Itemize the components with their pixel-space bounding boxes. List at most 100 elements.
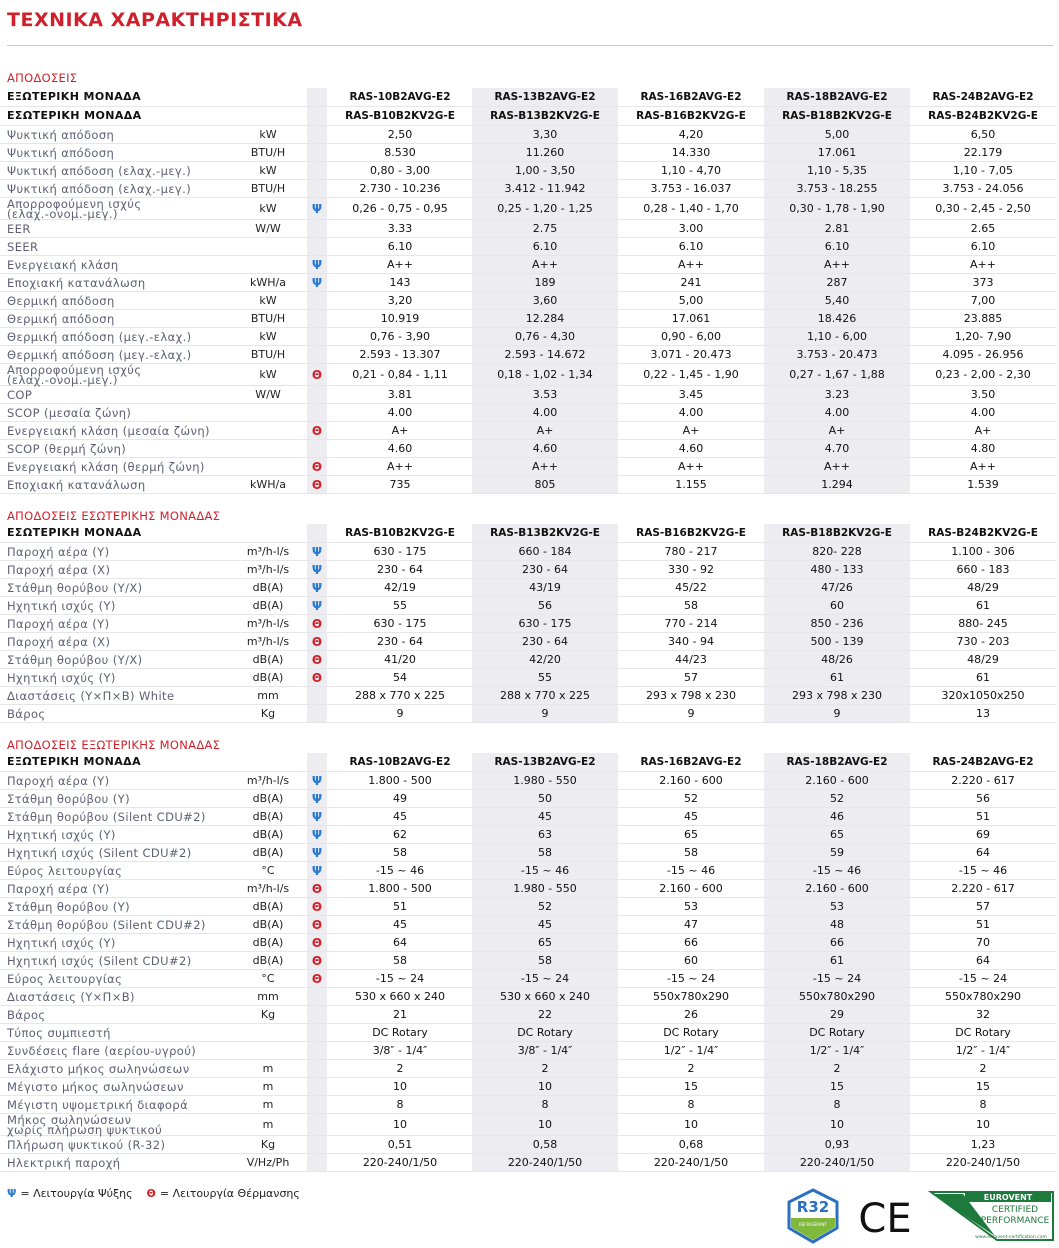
row-value: -15 ~ 24 — [375, 972, 425, 985]
row-label: Θερμική απόδοση — [7, 293, 115, 308]
row-value: 1/2″ - 1/4″ — [955, 1044, 1011, 1057]
row-value: 3.00 — [678, 222, 704, 235]
row-value: 12.284 — [472, 310, 618, 327]
row-value: 55 — [393, 599, 407, 612]
row-unit: m³/h-l/s — [246, 563, 290, 576]
row-value: 550x780x290 — [652, 990, 729, 1003]
eurovent-line1: CERTIFIED — [992, 1205, 1038, 1215]
row-value: 21 — [393, 1008, 407, 1021]
row-value: 45 — [393, 918, 407, 931]
row-label: ΕΣΩΤΕΡΙΚΗ ΜΟΝΑΔΑ — [7, 526, 142, 539]
row-value: 2 — [764, 1060, 910, 1077]
logos: R32 REFRIGERANT CE EUROVENT CERTIFIED PE… — [787, 1188, 1054, 1244]
row-value: 4.00 — [764, 404, 910, 421]
row-value: 2.160 - 600 — [659, 882, 723, 895]
row-unit: dB(A) — [252, 936, 284, 949]
row-value: 48/29 — [967, 581, 999, 594]
mode-icon — [307, 292, 327, 309]
data-row: Ηχητική ισχύς (Υ) dB(A) Ψ 62 63 65 65 69 — [0, 826, 1056, 844]
mode-icon: Θ — [307, 916, 327, 933]
row-value: 10.919 — [380, 312, 420, 325]
row-value: 880- 245 — [958, 617, 1008, 630]
mode-icon — [307, 440, 327, 457]
data-row: Θερμική απόδοση (μεγ.-ελαχ.) kW 0,76 - 3,9… — [0, 328, 1056, 346]
row-unit: m — [262, 1080, 274, 1093]
data-row: Παροχή αέρα (Υ) m³/h-l/s Ψ 1.800 - 500 1.980… — [0, 772, 1056, 790]
row-label: Τύπος συμπιεστή — [7, 1025, 111, 1040]
row-value: 63 — [472, 826, 618, 843]
row-value: 4.60 — [472, 440, 618, 457]
row-value: 61 — [764, 952, 910, 969]
row-value: 4.80 — [970, 442, 996, 455]
row-label: Θερμική απόδοση (μεγ.-ελαχ.) — [7, 347, 192, 362]
row-value: 0,22 - 1,45 - 1,90 — [643, 368, 739, 381]
row-unit: dB(A) — [252, 954, 284, 967]
row-value: -15 ~ 24 — [958, 972, 1008, 985]
row-value: 58 — [393, 954, 407, 967]
row-value: 26 — [684, 1008, 698, 1021]
row-value: 2 — [687, 1062, 695, 1075]
row-value: 0,23 - 2,00 - 2,30 — [935, 368, 1031, 381]
model-name: RAS-B10B2KV2G-E — [345, 527, 455, 539]
data-row: Μέγιστο μήκος σωληνώσεων m 10 10 15 15 15 — [0, 1078, 1056, 1096]
model-name: RAS-B16B2KV2G-E — [636, 110, 746, 122]
row-label: Ψυκτική απόδοση — [7, 145, 115, 160]
row-value: 59 — [764, 844, 910, 861]
row-value: 45/22 — [675, 581, 707, 594]
mode-icon — [307, 310, 327, 327]
data-row: Στάθμη θορύβου (Silent CDU#2) dB(A) Ψ 45 45 4… — [0, 808, 1056, 826]
row-label: Ψυκτική απόδοση (ελαχ.-μεγ.) — [7, 163, 192, 178]
model-name: RAS-B18B2KV2G-E — [764, 524, 910, 542]
row-value: 6.10 — [678, 240, 704, 253]
row-value: 735 — [389, 478, 411, 491]
row-value: 48/26 — [764, 651, 910, 668]
data-row: Απορροφούμενη ισχύς (ελαχ.-ονομ.-μεγ.) kW… — [0, 198, 1056, 220]
model-name: RAS-13B2AVG-E2 — [472, 753, 618, 771]
mode-icon — [307, 1114, 327, 1135]
row-value: 14.330 — [671, 146, 711, 159]
row-value: 53 — [684, 900, 698, 913]
mode-icon: Θ — [307, 422, 327, 439]
mode-icon — [307, 1154, 327, 1171]
row-value: 7,00 — [970, 294, 996, 307]
data-row: Στάθμη θορύβου (Silent CDU#2) dB(A) Θ 45 45 4… — [0, 916, 1056, 934]
row-value: 45 — [472, 808, 618, 825]
row-value: 630 - 175 — [373, 617, 427, 630]
row-value: 230 - 64 — [472, 561, 618, 578]
row-label: Ηχητική ισχύς (Silent CDU#2) — [7, 845, 192, 860]
row-value: 0,21 - 0,84 - 1,11 — [352, 368, 448, 381]
row-value: 44/23 — [675, 653, 707, 666]
row-value: 66 — [684, 936, 698, 949]
data-row: Ενεργειακή κλάση (θερμή ζώνη) Θ A++ A++ A++ A… — [0, 458, 1056, 476]
row-value: 2.65 — [970, 222, 996, 235]
row-unit: dB(A) — [252, 599, 284, 612]
mode-icon: Θ — [307, 669, 327, 686]
row-value: 3.50 — [970, 388, 996, 401]
row-value: 17.061 — [671, 312, 711, 325]
row-unit: V/Hz/Ph — [246, 1156, 290, 1169]
data-row: Απορροφούμενη ισχύς (ελαχ.-ονομ.-μεγ.) kW… — [0, 364, 1056, 386]
row-value: 52 — [684, 792, 698, 805]
row-value: -15 ~ 24 — [764, 970, 910, 987]
mode-icon: Θ — [307, 970, 327, 987]
row-label: Στάθμη θορύβου (Υ) — [7, 899, 130, 914]
row-label: Στάθμη θορύβου (Υ/Χ) — [7, 580, 143, 595]
mode-icon — [307, 687, 327, 704]
row-value: 3.753 - 18.255 — [764, 180, 910, 197]
row-value: 805 — [472, 476, 618, 493]
row-value: 10 — [393, 1118, 407, 1131]
row-value: 60 — [764, 597, 910, 614]
data-row: Μέγιστη υψομετρική διαφορά m 8 8 8 8 8 — [0, 1096, 1056, 1114]
legend: Ψ = Λειτουργία Ψύξης Θ = Λειτουργία Θέρμανσ… — [7, 1187, 300, 1200]
eurovent-name: EUROVENT — [984, 1193, 1033, 1202]
mode-icon — [307, 1060, 327, 1077]
model-name: RAS-18B2AVG-E2 — [764, 88, 910, 106]
row-unit: m³/h-l/s — [246, 774, 290, 787]
row-label: Μέγιστη υψομετρική διαφορά — [7, 1097, 189, 1112]
row-value: 64 — [976, 954, 990, 967]
row-value: 58 — [393, 846, 407, 859]
data-row: Παροχή αέρα (Υ) m³/h-l/s Θ 1.800 - 500 1.980… — [0, 880, 1056, 898]
mode-icon — [307, 144, 327, 161]
row-label: ΕΣΩΤΕΡΙΚΗ ΜΟΝΑΔΑ — [7, 109, 142, 122]
row-value: 66 — [764, 934, 910, 951]
